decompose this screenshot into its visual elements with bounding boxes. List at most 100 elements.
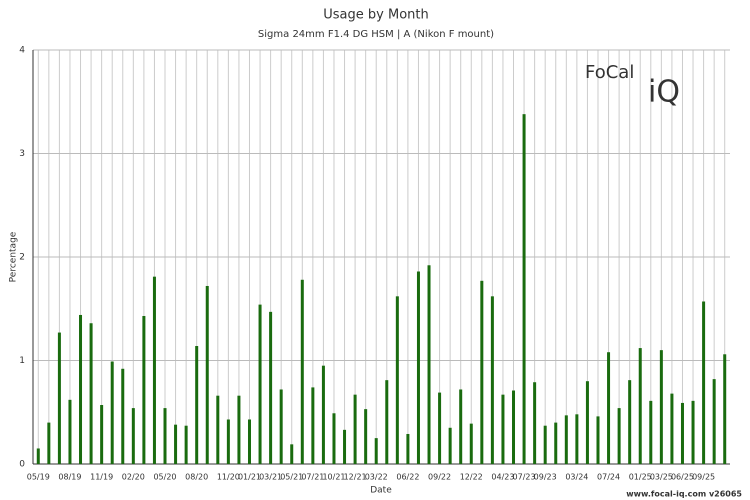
x-tick-label: 09/25: [692, 473, 715, 482]
x-tick-label: 12/22: [460, 473, 483, 482]
bar: [131, 408, 135, 464]
x-tick-label: 03/22: [365, 473, 388, 482]
bar: [659, 350, 663, 464]
x-tick-label: 03/25: [650, 473, 673, 482]
bar: [100, 405, 104, 464]
bar: [395, 296, 399, 464]
bar: [691, 400, 695, 464]
x-tick-label: 09/23: [534, 473, 557, 482]
y-tick-label: 3: [19, 149, 25, 159]
bar: [258, 304, 262, 464]
y-tick-label: 4: [19, 46, 25, 56]
bar: [174, 424, 178, 464]
chart-subtitle: Sigma 24mm F1.4 DG HSM | A (Nikon F moun…: [258, 29, 494, 40]
bar: [723, 354, 727, 464]
bar: [480, 280, 484, 464]
x-tick-label: 07/23: [513, 473, 536, 482]
chart-title: Usage by Month: [323, 8, 428, 23]
bar: [68, 399, 72, 464]
logo-mark: iQ: [648, 75, 680, 110]
x-tick-label: 03/24: [565, 473, 588, 482]
bar: [152, 276, 156, 464]
bar: [628, 380, 632, 464]
bar: [343, 429, 347, 464]
bar: [670, 393, 674, 464]
x-tick-label: 12/21: [344, 473, 367, 482]
x-tick-label: 03/21: [259, 473, 282, 482]
bar: [47, 422, 51, 464]
bar: [438, 392, 442, 464]
bar: [501, 394, 505, 464]
bar: [543, 425, 547, 464]
bar: [110, 361, 114, 464]
bar: [332, 413, 336, 464]
bar: [364, 409, 368, 464]
bar: [564, 415, 568, 464]
bar: [416, 271, 420, 464]
x-tick-label: 09/22: [428, 473, 451, 482]
bar: [617, 408, 621, 464]
bar: [184, 425, 188, 464]
x-tick-label: 07/21: [301, 473, 324, 482]
bar: [575, 414, 579, 464]
footer: www.focal-iq.com v26065: [626, 490, 742, 499]
bar: [385, 380, 389, 464]
x-tick-label: 08/20: [185, 473, 208, 482]
bar: [237, 395, 241, 464]
y-axis-label: Percentage: [9, 231, 19, 282]
bar: [585, 381, 589, 464]
bar: [554, 422, 558, 464]
bar: [459, 389, 463, 464]
bar: [406, 433, 410, 464]
x-tick-label: 08/19: [58, 473, 81, 482]
bar: [311, 387, 315, 464]
x-tick-label: 06/22: [396, 473, 419, 482]
bar: [290, 444, 294, 464]
bar: [533, 382, 537, 464]
x-tick-label: 02/20: [122, 473, 145, 482]
x-tick-label: 01/21: [238, 473, 261, 482]
bar: [649, 400, 653, 464]
x-tick-label: 05/19: [27, 473, 50, 482]
bar: [522, 114, 526, 465]
bar: [226, 419, 230, 464]
bar: [247, 419, 251, 464]
bar: [36, 448, 40, 464]
y-tick-label: 1: [19, 356, 25, 366]
x-tick-label: 06/25: [671, 473, 694, 482]
x-axis-label: Date: [370, 486, 392, 496]
bar: [57, 332, 61, 464]
x-tick-label: 07/24: [597, 473, 620, 482]
bar: [469, 423, 473, 464]
plot-area: 0 1 2 3 4 05/19 08/19 11/19 02/20 05/20 08/20 11/20…: [19, 46, 730, 482]
bar: [163, 408, 167, 464]
bar: [205, 285, 209, 464]
logo-brand: FoCal: [585, 62, 634, 83]
bar: [702, 301, 706, 464]
y-tick-label: 0: [19, 460, 25, 470]
bar: [195, 346, 199, 464]
bar: [596, 416, 600, 464]
bar: [353, 394, 357, 464]
x-tick-label: 11/19: [90, 473, 113, 482]
x-tick-label: 04/23: [491, 473, 514, 482]
bar: [680, 402, 684, 464]
x-tick-label: 10/21: [322, 473, 345, 482]
x-tick-label: 05/20: [153, 473, 176, 482]
bar: [448, 427, 452, 464]
bar: [321, 365, 325, 464]
bar: [216, 395, 220, 464]
bar: [607, 352, 611, 464]
y-tick-label: 2: [19, 253, 25, 263]
bar: [79, 314, 83, 464]
x-tick-label: 05/21: [280, 473, 303, 482]
bar: [142, 315, 146, 464]
bar: [512, 390, 516, 464]
bar: [300, 279, 304, 464]
bar: [279, 389, 283, 464]
bar: [121, 368, 125, 464]
bar: [89, 323, 93, 464]
bar: [427, 265, 431, 464]
bar: [374, 438, 378, 464]
